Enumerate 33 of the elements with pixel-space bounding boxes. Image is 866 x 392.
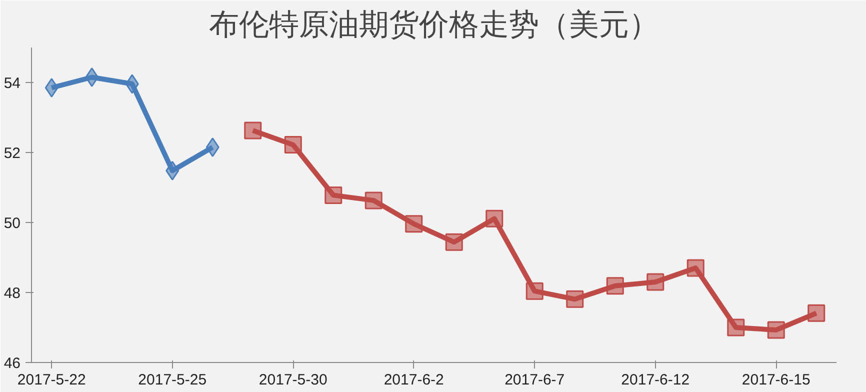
point xyxy=(526,282,544,300)
point xyxy=(767,321,785,339)
point xyxy=(206,138,220,157)
y-tick-label: 48 xyxy=(4,285,21,302)
point xyxy=(364,192,382,210)
point xyxy=(125,74,139,94)
y-tick-label: 54 xyxy=(4,75,21,92)
x-tick-label: 2017-6-7 xyxy=(504,372,565,388)
point xyxy=(284,136,302,154)
point xyxy=(445,233,463,251)
y-tick-label: 46 xyxy=(4,355,21,372)
chart-title: 布伦特原油期货价格走势（美元） xyxy=(209,8,659,42)
point xyxy=(324,186,342,204)
x-tick-label: 2017-6-15 xyxy=(742,372,810,388)
x-tick-label: 2017-6-2 xyxy=(384,372,444,388)
point xyxy=(85,68,99,87)
point xyxy=(166,160,180,180)
point xyxy=(606,277,624,295)
x-tick-label: 2017-5-25 xyxy=(138,372,207,388)
point xyxy=(405,215,423,233)
point xyxy=(646,273,664,291)
point xyxy=(727,318,745,336)
y-tick-label: 50 xyxy=(4,215,21,232)
point xyxy=(808,304,826,322)
point xyxy=(486,210,504,228)
x-tick-label: 2017-5-30 xyxy=(258,372,328,388)
point xyxy=(566,290,584,308)
x-tick-label: 2017-5-22 xyxy=(17,372,86,388)
point xyxy=(44,78,58,98)
point xyxy=(686,259,704,277)
point xyxy=(244,122,262,140)
y-tick-label: 52 xyxy=(4,145,21,162)
x-tick-label: 2017-6-12 xyxy=(621,372,690,388)
